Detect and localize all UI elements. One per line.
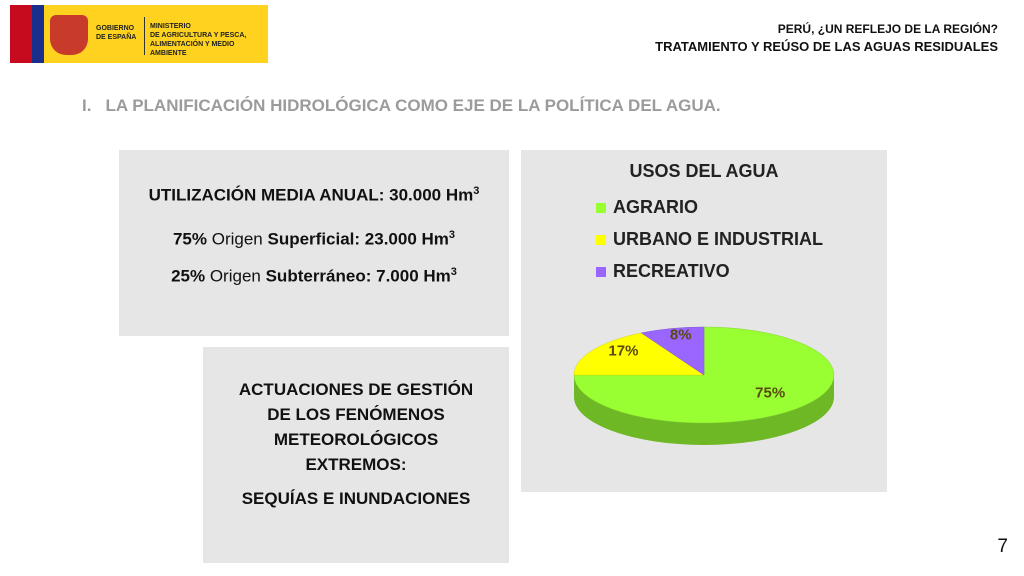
usage-box: UTILIZACIÓN MEDIA ANUAL: 30.000 Hm3 75% … [119,150,509,336]
legend-swatch [596,235,606,245]
text: Origen [207,229,268,249]
legend-label: URBANO E INDUSTRIAL [613,229,823,249]
chart-title: USOS DEL AGUA [629,161,778,181]
text: METEOROLÓGICOS [273,430,439,449]
text: EXTREMOS: [305,455,407,474]
logo: GOBIERNO DE ESPAÑA MINISTERIO DE AGRICUL… [10,5,268,63]
pie-slice [573,326,835,424]
pie-slice [640,326,705,376]
value-label: 17% [608,342,638,359]
slice-side [574,375,834,445]
text: Origen [205,266,266,286]
value-label: 75% [755,384,785,401]
chart: USOS DEL AGUA AGRARIO URBANO E INDUSTRIAL… [573,161,835,445]
section-number: I. [82,96,92,115]
chart-panel: USOS DEL AGUA AGRARIO URBANO E INDUSTRIAL… [521,150,887,492]
logo-text: GOBIERNO [96,25,135,32]
legend-swatch [596,267,606,277]
text: Subterráneo: 7.000 Hm [265,266,451,286]
header-line: TRATAMIENTO Y REÚSO DE LAS AGUAS RESIDUA… [655,39,998,54]
legend-label: RECREATIVO [613,261,730,281]
usage-line: 75% Origen Superficial: 23.000 Hm3 [119,229,509,250]
logo-government: GOBIERNO DE ESPAÑA [96,24,136,42]
superscript: 3 [473,185,480,197]
text: 25% [171,266,206,286]
text: DE LOS FENÓMENOS [267,405,445,424]
text: UTILIZACIÓN MEDIA ANUAL: 30.000 Hm [148,185,474,205]
legend-label: AGRARIO [613,197,698,217]
superscript: 3 [450,266,457,278]
header-title: PERÚ, ¿UN REFLEJO DE LA REGIÓN? TRATAMIE… [655,20,998,56]
usage-line: 25% Origen Subterráneo: 7.000 Hm3 [119,266,509,287]
crest [50,15,88,55]
pie-slice [573,332,705,376]
logo-text: DE ESPAÑA [96,34,137,41]
actions-box: ACTUACIONES DE GESTIÓN DE LOS FENÓMENOS … [203,347,509,563]
logo-text: ALIMENTACIÓN Y MEDIO AMBIENTE [150,41,235,57]
logo-separator [144,17,145,55]
header-line: PERÚ, ¿UN REFLEJO DE LA REGIÓN? [777,22,998,36]
page-number: 7 [997,536,1008,557]
superscript: 3 [448,229,456,241]
flag-stripe [32,5,44,63]
actions-subtitle: SEQUÍAS E INUNDACIONES [241,489,471,508]
section-heading: I. LA PLANIFICACIÓN HIDROLÓGICA COMO EJE … [82,96,735,116]
value-label: 8% [670,326,692,343]
actions-lines: ACTUACIONES DE GESTIÓN DE LOS FENÓMENOS … [203,377,509,477]
logo-ministry: MINISTERIO DE AGRICULTURA Y PESCA, ALIME… [150,22,268,58]
usage-line: UTILIZACIÓN MEDIA ANUAL: 30.000 Hm3 [119,185,509,206]
logo-text: DE AGRICULTURA Y PESCA, [150,32,247,39]
section-title: LA PLANIFICACIÓN HIDROLÓGICA COMO EJE DE… [105,96,721,115]
text: 75% [172,229,207,249]
flag-stripe [10,5,32,63]
text: ACTUACIONES DE GESTIÓN [238,380,474,399]
legend-swatch [596,203,606,213]
text: Superficial: 23.000 Hm [267,229,449,249]
logo-text: MINISTERIO [150,23,191,30]
